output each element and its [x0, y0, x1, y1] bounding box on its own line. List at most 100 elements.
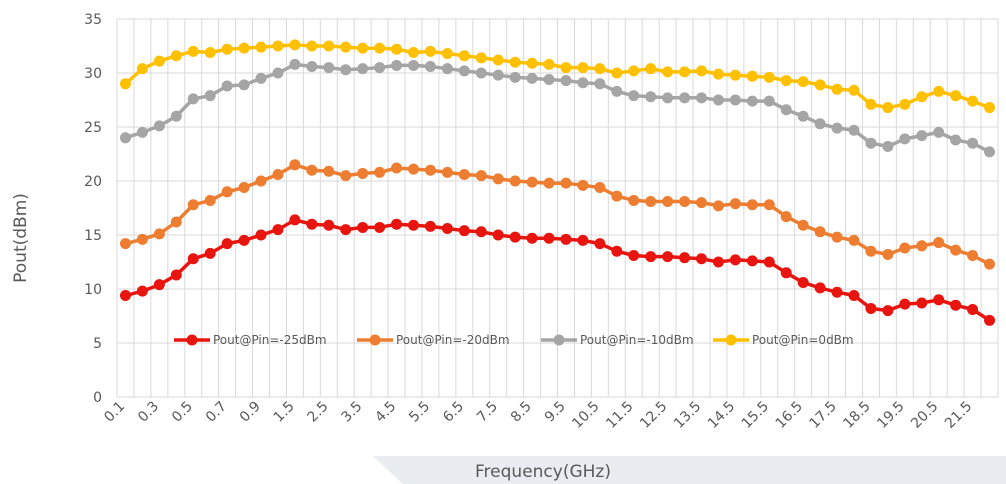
x-tick-label: 3.5: [338, 399, 365, 426]
legend-label: Pout@Pin=-10dBm: [580, 333, 694, 347]
data-point: [628, 250, 640, 262]
data-point: [458, 50, 470, 62]
data-point: [797, 110, 809, 122]
data-point: [374, 62, 386, 74]
data-point: [204, 194, 216, 206]
data-point: [543, 232, 555, 244]
data-point: [391, 218, 403, 230]
data-point: [492, 54, 504, 66]
data-point: [729, 94, 741, 106]
data-point: [560, 75, 572, 87]
x-tick-label: 0.9: [237, 399, 264, 426]
data-point: [526, 232, 538, 244]
data-point: [611, 245, 623, 257]
x-tick-label: 10.5: [569, 399, 602, 432]
data-point: [323, 62, 335, 74]
data-point: [712, 256, 724, 268]
data-point: [611, 190, 623, 202]
data-point: [492, 173, 504, 185]
data-point: [594, 63, 606, 75]
x-tick-label: 14.5: [705, 399, 738, 432]
data-point: [763, 95, 775, 107]
data-point: [950, 134, 962, 146]
x-tick-label: 18.5: [840, 399, 873, 432]
data-point: [967, 95, 979, 107]
data-point: [967, 137, 979, 149]
data-point: [289, 159, 301, 171]
data-point: [153, 55, 165, 67]
x-tick-label: 11.5: [603, 399, 636, 432]
data-point: [255, 229, 267, 241]
data-point: [357, 63, 369, 75]
data-point: [391, 43, 403, 55]
data-point: [780, 267, 792, 279]
data-point: [865, 137, 877, 149]
data-point: [306, 164, 318, 176]
data-point: [899, 98, 911, 110]
data-point: [391, 162, 403, 174]
data-point: [357, 167, 369, 179]
data-point: [492, 229, 504, 241]
legend-item: Pout@Pin=-10dBm: [541, 333, 694, 347]
legend-label: Pout@Pin=-25dBm: [213, 333, 327, 347]
data-point: [831, 122, 843, 134]
data-point: [831, 83, 843, 95]
data-point: [712, 94, 724, 106]
data-point: [357, 221, 369, 233]
data-point: [238, 42, 250, 54]
data-point: [407, 46, 419, 58]
series-3: [119, 58, 996, 158]
data-point: [509, 231, 521, 243]
data-point: [170, 110, 182, 122]
data-point: [746, 255, 758, 267]
x-tick-label: 9.5: [542, 399, 569, 426]
data-point: [763, 256, 775, 268]
data-point: [899, 133, 911, 145]
x-tick-label: 21.5: [942, 399, 975, 432]
data-point: [628, 194, 640, 206]
data-point: [696, 92, 708, 104]
data-point: [865, 98, 877, 110]
x-tick-label: 6.5: [440, 399, 467, 426]
data-point: [170, 50, 182, 62]
data-point: [153, 120, 165, 132]
data-point: [526, 176, 538, 188]
legend-swatch-marker: [369, 334, 381, 346]
data-point: [780, 104, 792, 116]
legend-swatch-marker: [553, 334, 565, 346]
data-point: [984, 102, 996, 114]
y-tick-label: 20: [84, 174, 102, 190]
data-point: [187, 199, 199, 211]
data-point: [441, 63, 453, 75]
data-point: [577, 62, 589, 74]
series-line: [124, 43, 991, 110]
data-point: [780, 211, 792, 223]
y-tick-label: 35: [84, 12, 102, 28]
data-point: [136, 126, 148, 138]
legend-label: Pout@Pin=0dBm: [752, 333, 854, 347]
data-point: [272, 224, 284, 236]
data-point: [119, 289, 131, 301]
x-tick-labels: 0.1 0.3 0.5 0.7 0.9 1.5 2.5 3.5 4.5 5.5 6.5 7.5 8.5 9…: [101, 399, 975, 432]
data-point: [577, 179, 589, 191]
data-point: [696, 197, 708, 209]
data-point: [323, 40, 335, 52]
y-tick-label: 30: [84, 66, 102, 82]
data-point: [289, 58, 301, 70]
data-point: [950, 90, 962, 102]
data-point: [492, 69, 504, 81]
data-point: [645, 63, 657, 75]
data-point: [221, 80, 233, 92]
data-point: [221, 186, 233, 198]
y-tick-label: 0: [93, 390, 102, 406]
data-point: [662, 196, 674, 208]
data-point: [916, 297, 928, 309]
x-tick-label: 20.5: [908, 399, 941, 432]
series-group: [119, 39, 996, 326]
y-axis-title: Pout(dBm): [11, 193, 31, 283]
data-point: [967, 250, 979, 262]
data-point: [831, 231, 843, 243]
data-point: [780, 75, 792, 87]
data-point: [509, 175, 521, 187]
